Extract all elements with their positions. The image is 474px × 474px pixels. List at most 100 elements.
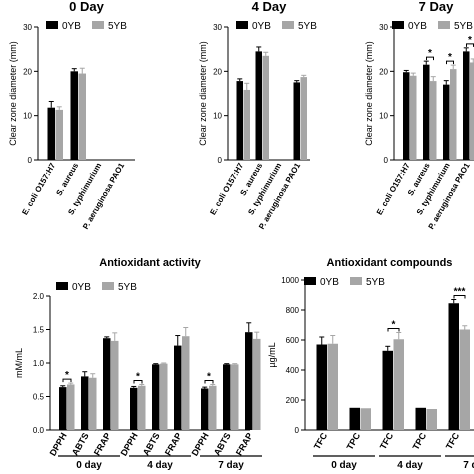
- legend-label: 5YB: [298, 21, 317, 32]
- y-tick-label: 800: [286, 306, 300, 315]
- y-tick-label: 0: [28, 156, 33, 165]
- group-label: 0 day: [331, 460, 357, 471]
- bar-5YB: [67, 384, 75, 430]
- bar-0YB: [59, 387, 67, 430]
- bar-5YB: [78, 73, 86, 160]
- bar-0YB: [255, 51, 262, 161]
- bar-0YB: [236, 81, 243, 160]
- bar-5YB: [89, 377, 97, 430]
- bar-5YB: [262, 55, 269, 160]
- bar-5YB: [231, 364, 239, 430]
- legend-swatch-0YB: [236, 21, 248, 29]
- legend-label: 5YB: [108, 21, 127, 32]
- y-tick-label: 0.5: [33, 393, 45, 402]
- x-tick-label: TPC: [411, 431, 429, 452]
- bar-5YB: [430, 81, 437, 160]
- y-tick-label: 0: [295, 426, 300, 435]
- x-tick-label: TFC: [444, 431, 462, 452]
- chart-title: 0 Day: [69, 0, 104, 14]
- bar-0YB: [103, 338, 111, 430]
- chart-panel-2: 7 Day 0 10 20 30 Clear zone diameter (mm) 0YB 5…: [364, 0, 474, 231]
- significance-bracket: [204, 379, 214, 384]
- y-axis-label: mM/mL: [14, 348, 24, 378]
- x-tick-label: TFC: [312, 431, 330, 452]
- bar-0YB: [81, 376, 89, 430]
- x-tick-label: ABTS: [141, 431, 162, 457]
- y-tick-label: 1.0: [33, 359, 45, 368]
- bar-5YB: [55, 109, 63, 160]
- legend-swatch-0YB: [56, 282, 68, 290]
- legend-label: 5YB: [118, 282, 137, 293]
- legend-label: 5YB: [454, 21, 473, 32]
- bar-0YB: [423, 64, 430, 160]
- legend-label: 0YB: [62, 21, 81, 32]
- bar-5YB: [182, 336, 190, 430]
- chart-panel-1: 4 Day 0 10 20 30 Clear zone diameter (mm) 0YB 5…: [198, 0, 317, 231]
- bar-0YB: [463, 51, 470, 161]
- y-tick-label: 200: [286, 396, 300, 405]
- group-label: 0 day: [76, 460, 102, 471]
- significance-marker: ***: [454, 287, 466, 298]
- bar-5YB: [393, 339, 404, 430]
- legend-label: 0YB: [320, 277, 339, 288]
- significance-marker: *: [468, 35, 472, 46]
- y-axis-label: Clear zone diameter (mm): [364, 41, 374, 146]
- legend-swatch-5YB: [102, 282, 114, 290]
- bar-0YB: [316, 344, 327, 430]
- y-axis-label: µg/mL: [267, 342, 277, 367]
- legend-label: 5YB: [366, 277, 385, 288]
- legend-label: 0YB: [408, 21, 427, 32]
- bar-0YB: [70, 71, 78, 160]
- chart-title: 7 Day: [419, 0, 454, 14]
- legend-swatch-5YB: [438, 21, 450, 29]
- bar-0YB: [174, 345, 182, 430]
- x-tick-label: ABTS: [70, 431, 91, 457]
- x-tick-label: FRAP: [163, 431, 184, 457]
- legend-swatch-5YB: [92, 21, 104, 29]
- bar-0YB: [403, 72, 410, 160]
- group-label: 4 day: [147, 460, 173, 471]
- bar-5YB: [111, 340, 119, 430]
- bar-0YB: [223, 364, 231, 430]
- significance-bracket: [446, 60, 454, 65]
- legend-swatch-5YB: [282, 21, 294, 29]
- x-tick-label: TPC: [345, 431, 363, 452]
- bar-5YB: [300, 77, 307, 160]
- significance-marker: *: [65, 370, 69, 381]
- bar-0YB: [152, 364, 160, 430]
- bar-5YB: [410, 75, 417, 160]
- x-tick-label: DPPH: [190, 431, 211, 458]
- chart-panel-0: 0 Day 0 10 20 30 Clear zone diameter (mm) 0YB 5…: [8, 0, 135, 231]
- y-tick-label: 0: [384, 156, 389, 165]
- legend-swatch-0YB: [392, 21, 404, 29]
- x-tick-label: ABTS: [212, 431, 233, 457]
- bar-5YB: [209, 385, 217, 430]
- bar-0YB: [382, 350, 393, 430]
- legend-label: 0YB: [72, 282, 91, 293]
- chart-panel-4: Antioxidant compounds 0 200 400 600 800 1000 µg…: [267, 257, 474, 471]
- bar-0YB: [349, 407, 360, 430]
- bar-5YB: [138, 385, 146, 430]
- x-tick-label: TFC: [378, 431, 396, 452]
- group-label: 7 day: [463, 460, 474, 471]
- y-tick-label: 20: [23, 67, 32, 76]
- bar-5YB: [450, 69, 457, 160]
- x-tick-label: FRAP: [92, 431, 113, 457]
- y-axis-label: Clear zone diameter (mm): [8, 41, 18, 146]
- x-tick-label: FRAP: [234, 431, 255, 457]
- chart-panel-3: Antioxidant activity 0.0 0.5 1.0 1.5 2.0 mM/mL…: [14, 257, 262, 471]
- y-tick-label: 10: [23, 112, 32, 121]
- y-tick-label: 30: [213, 23, 222, 32]
- bar-5YB: [253, 338, 261, 430]
- group-label: 7 day: [218, 460, 244, 471]
- x-tick-label: P. aeruginosa PAO1: [81, 161, 126, 231]
- chart-title: 4 Day: [252, 0, 287, 14]
- significance-marker: *: [428, 48, 432, 59]
- significance-marker: *: [448, 52, 452, 63]
- x-tick-label: E. coli O157:H7: [375, 161, 412, 216]
- y-tick-label: 30: [23, 23, 32, 32]
- y-tick-label: 1000: [281, 276, 299, 285]
- bar-5YB: [426, 409, 437, 430]
- y-tick-label: 10: [379, 112, 388, 121]
